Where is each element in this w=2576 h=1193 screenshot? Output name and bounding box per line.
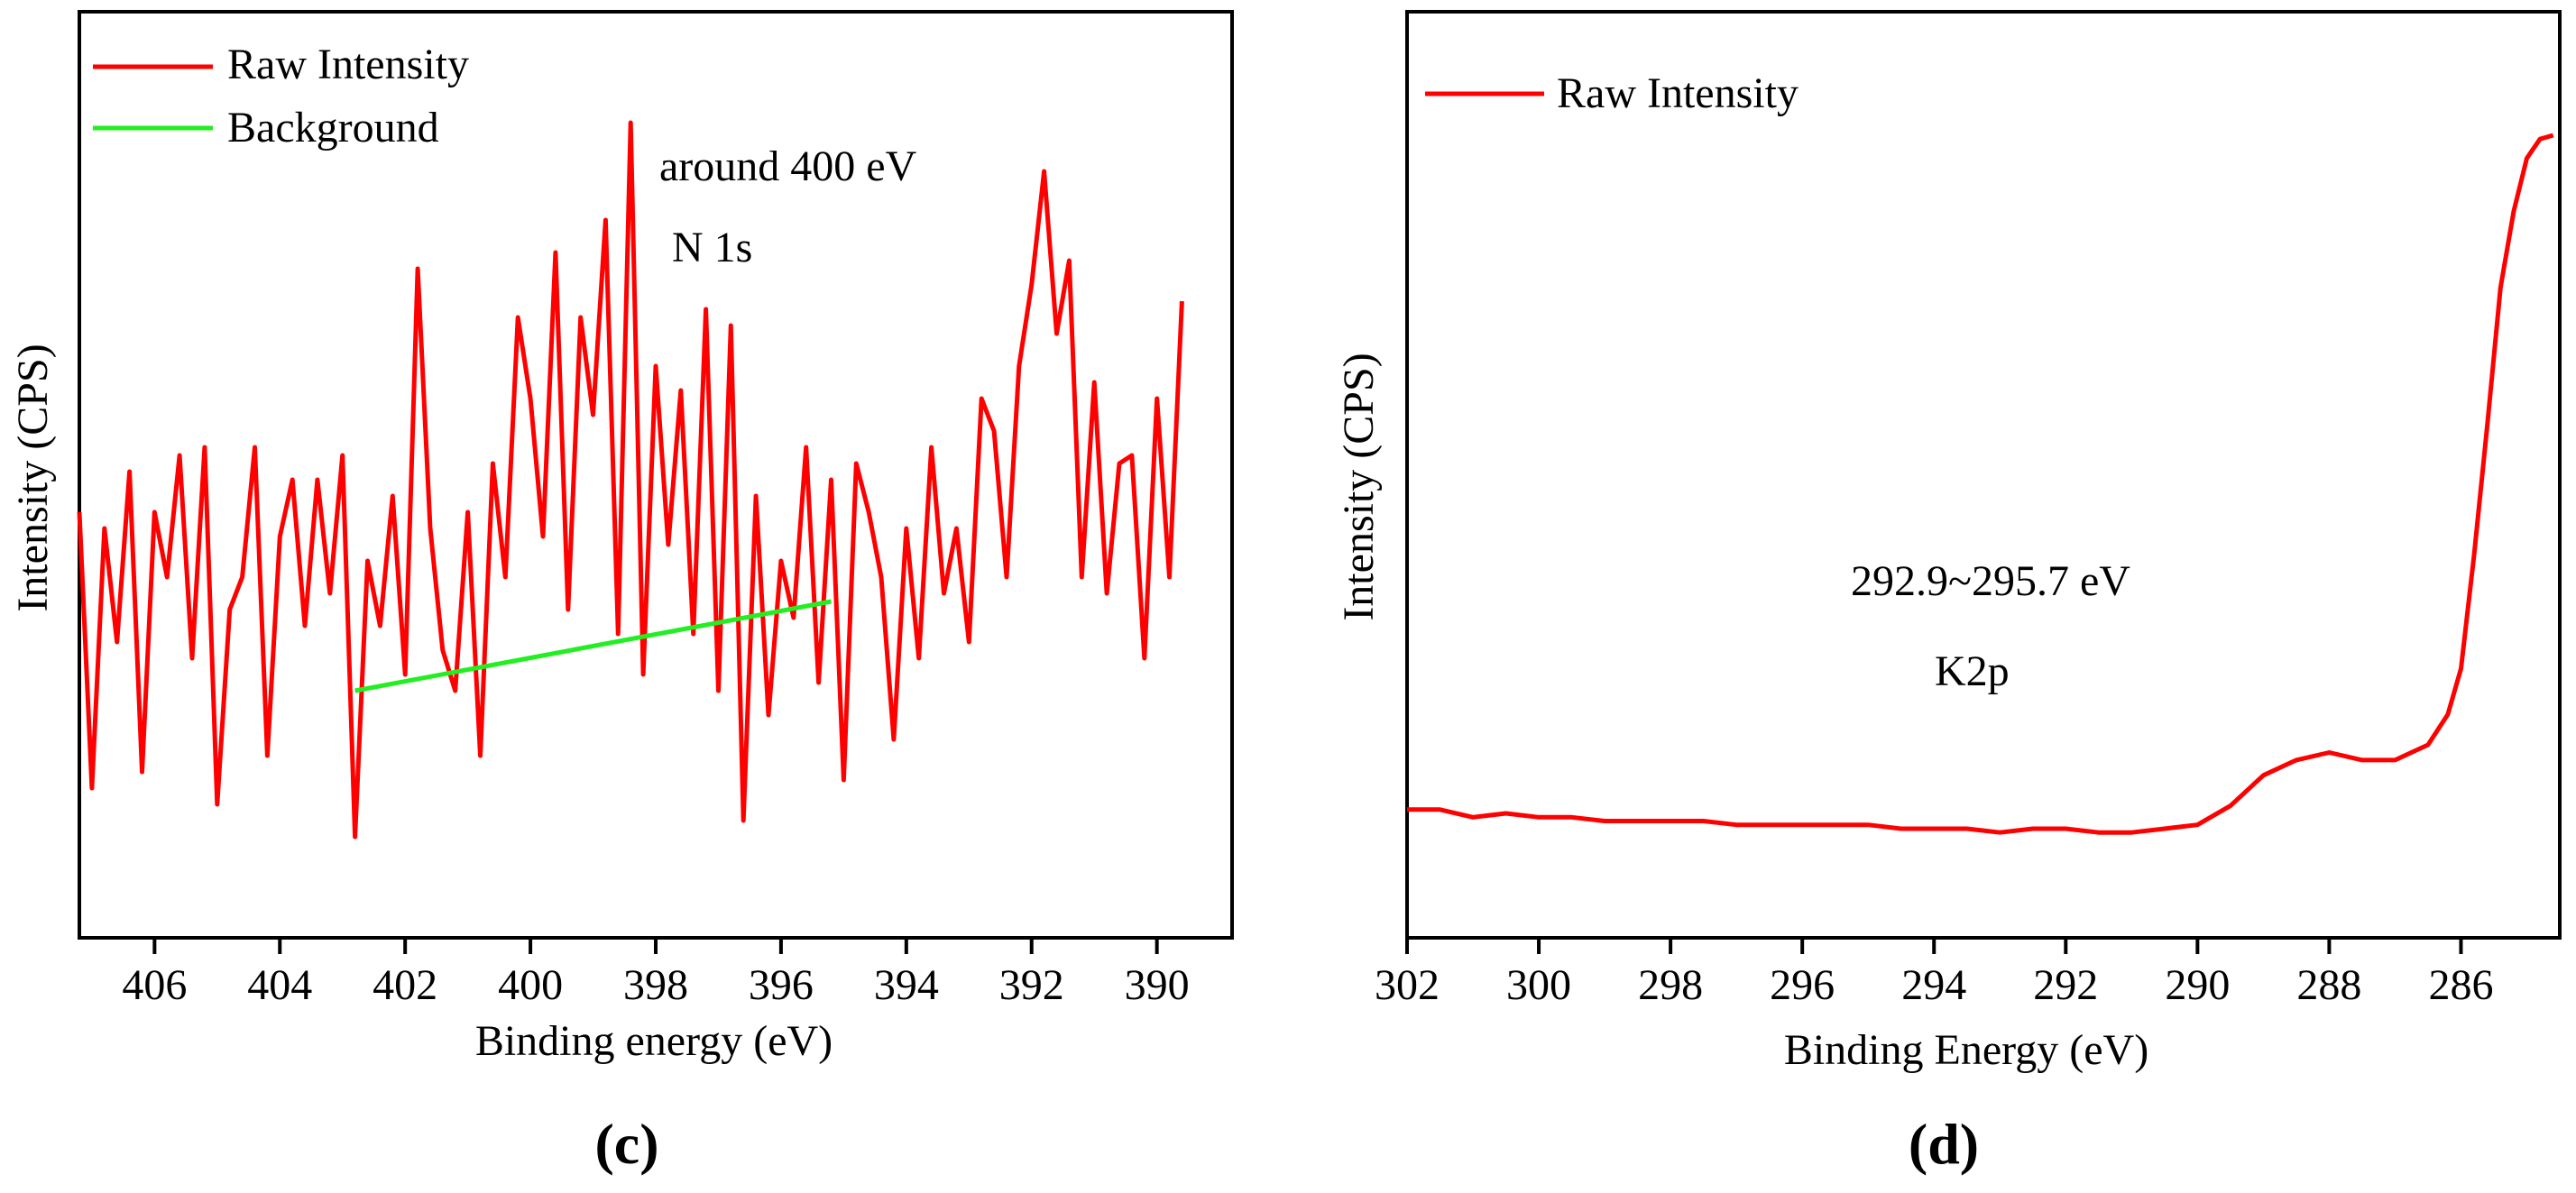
- series-lines-d: [1407, 133, 2554, 835]
- series-c-raw-intensity: [77, 120, 1184, 840]
- x-axis-ticks-c: [152, 938, 1159, 954]
- x-tick-label-d-296: 296: [1770, 961, 1835, 1009]
- x-tick-label-d-300: 300: [1506, 961, 1571, 1009]
- x-tick-label-c-398: 398: [623, 961, 688, 1009]
- annotation-energy-range: 292.9~295.7 eV: [1851, 557, 2130, 605]
- x-tick-label-d-286: 286: [2428, 961, 2493, 1009]
- panel-d: 302 300 298 296 294 292 290 288 286 Raw Intensit…: [1335, 10, 2562, 1176]
- x-tick-label-c-396: 396: [749, 961, 814, 1009]
- y-axis-label-c: Intensity (CPS): [9, 344, 57, 611]
- annotation-n-1s: N 1s: [672, 224, 752, 271]
- x-tick-label-c-404: 404: [247, 961, 312, 1009]
- x-tick-label-c-392: 392: [999, 961, 1064, 1009]
- x-tick-label-c-400: 400: [498, 961, 563, 1009]
- x-tick-label-d-288: 288: [2296, 961, 2361, 1009]
- y-axis-label-d: Intensity (CPS): [1335, 353, 1383, 620]
- x-tick-labels-d: 302 300 298 296 294 292 290 288 286: [1375, 961, 2493, 1009]
- panel-c: 406 404 402 400 398 396 394 392 390 Raw Intensit…: [9, 10, 1234, 1176]
- annotation-k2p: K2p: [1935, 647, 2010, 695]
- series-c-background: [354, 599, 832, 693]
- x-axis-label-d: Binding Energy (eV): [1784, 1026, 2148, 1074]
- series-d-raw-intensity: [1407, 133, 2554, 835]
- x-tick-label-c-402: 402: [373, 961, 437, 1009]
- x-tick-label-d-298: 298: [1638, 961, 1703, 1009]
- x-tick-label-c-394: 394: [874, 961, 939, 1009]
- legend-label-raw-intensity: Raw Intensity: [227, 41, 469, 88]
- legend-label-background: Background: [227, 104, 439, 151]
- x-tick-label-d-292: 292: [2033, 961, 2098, 1009]
- series-lines-c: [77, 120, 1184, 840]
- x-tick-label-c-406: 406: [122, 961, 187, 1009]
- plot-frame-d: [1405, 10, 2562, 940]
- x-axis-label-c: Binding energy (eV): [475, 1017, 833, 1065]
- panel-label-c: (c): [594, 1112, 658, 1176]
- annotation-around-400-ev: around 400 eV: [659, 142, 917, 190]
- x-tick-label-d-302: 302: [1375, 961, 1440, 1009]
- panel-label-d: (d): [1909, 1112, 1979, 1176]
- x-axis-ticks-d: [1405, 938, 2463, 954]
- x-tick-label-d-294: 294: [1901, 961, 1966, 1009]
- x-tick-label-c-390: 390: [1125, 961, 1190, 1009]
- x-tick-label-d-290: 290: [2165, 961, 2230, 1009]
- legend-label-raw-intensity-d: Raw Intensity: [1557, 69, 1799, 117]
- x-tick-labels-c: 406 404 402 400 398 396 394 392 390: [122, 961, 1189, 1009]
